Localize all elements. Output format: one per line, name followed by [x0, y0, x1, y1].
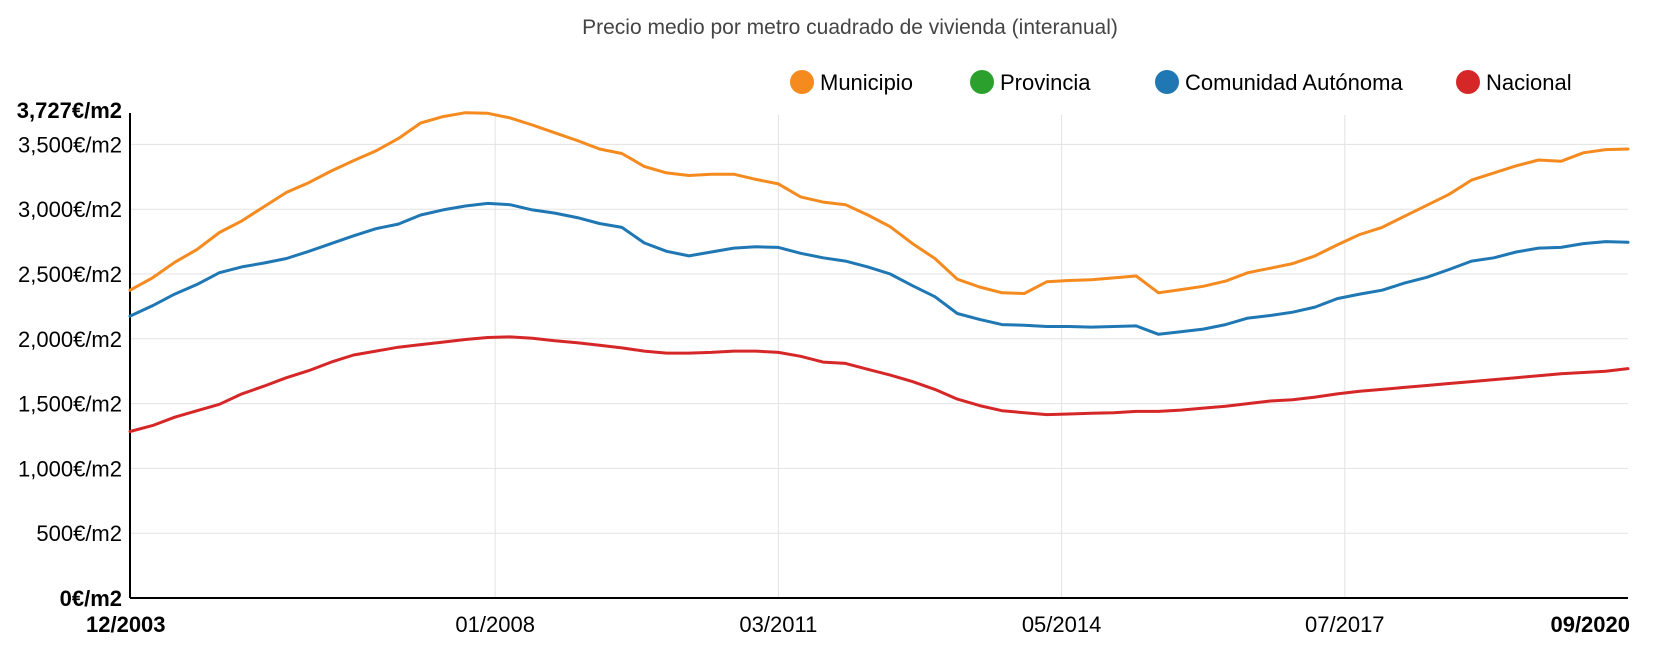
y-tick-label: 1,000€/m2 — [18, 456, 122, 481]
y-tick-label: 3,000€/m2 — [18, 197, 122, 222]
legend-marker — [1456, 70, 1480, 94]
series-line-municipio — [128, 111, 1630, 295]
y-tick-label: 2,000€/m2 — [18, 327, 122, 352]
series-line-nacional — [128, 335, 1630, 433]
legend-label: Provincia — [1000, 70, 1091, 95]
grid — [130, 115, 1628, 598]
legend-item[interactable]: Comunidad Autónoma — [1155, 70, 1403, 95]
x-axis: 12/2003 01/2008 03/2011 05/2014 07/2017 09/20… — [86, 597, 1630, 637]
legend-item[interactable]: Provincia — [970, 70, 1091, 95]
legend: Municipio Provincia Comunidad Autónoma Naci… — [790, 70, 1572, 95]
y-axis: 0€/m2 500€/m2 1,000€/m2 1,500€/m2 2,000€/m2 2… — [17, 98, 131, 611]
x-tick-label: 09/2020 — [1550, 612, 1630, 637]
y-tick-label: 0€/m2 — [60, 586, 122, 611]
x-tick-label: 12/2003 — [86, 612, 166, 637]
chart-title: Precio medio por metro cuadrado de vivie… — [582, 16, 1118, 39]
legend-label: Municipio — [820, 70, 913, 95]
x-tick-label: 03/2011 — [739, 612, 817, 637]
y-tick-label: 2,500€/m2 — [18, 262, 122, 287]
legend-label: Nacional — [1486, 70, 1572, 95]
legend-marker — [790, 70, 814, 94]
legend-item[interactable]: Municipio — [790, 70, 913, 95]
legend-item[interactable]: Nacional — [1456, 70, 1572, 95]
x-tick-label: 07/2017 — [1305, 612, 1385, 637]
y-max-label: 3,727€/m2 — [17, 98, 122, 123]
x-tick-label: 01/2008 — [455, 612, 535, 637]
legend-label: Comunidad Autónoma — [1185, 70, 1403, 95]
legend-marker — [1155, 70, 1179, 94]
legend-marker — [970, 70, 994, 94]
y-tick-label: 1,500€/m2 — [18, 392, 122, 417]
series-layer — [128, 111, 1630, 433]
series-line-comunidad-autonoma — [128, 201, 1630, 336]
x-tick-label: 05/2014 — [1022, 612, 1102, 637]
y-tick-label: 500€/m2 — [36, 521, 122, 546]
y-tick-label: 3,500€/m2 — [18, 132, 122, 157]
